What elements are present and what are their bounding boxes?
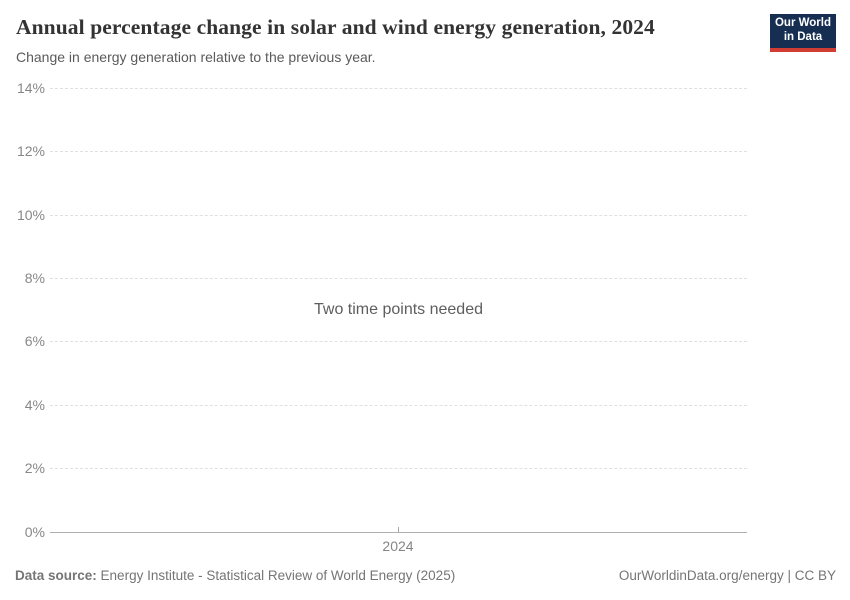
gridline (50, 278, 747, 279)
y-tick-label: 0% (24, 524, 45, 540)
chart-title: Annual percentage change in solar and wi… (16, 15, 655, 39)
owid-logo-line1: Our World (774, 17, 831, 30)
gridline (50, 405, 747, 406)
gridline (50, 151, 747, 152)
gridline (50, 341, 747, 342)
gridline (50, 215, 747, 216)
owid-logo-line2: in Data (783, 31, 823, 43)
chart-subtitle: Change in energy generation relative to … (16, 49, 376, 65)
y-tick-label: 8% (24, 270, 45, 286)
y-tick-label: 4% (24, 397, 45, 413)
empty-state-message: Two time points needed (314, 301, 483, 318)
x-tick-label: 2024 (382, 538, 414, 554)
y-tick-label: 6% (24, 333, 45, 349)
data-source-text: Energy Institute - Statistical Review of… (100, 568, 456, 583)
gridline (50, 88, 747, 89)
y-tick-label: 2% (24, 460, 45, 476)
gridline (50, 468, 747, 469)
data-source-note: Data source: Energy Institute - Statisti… (15, 568, 455, 583)
x-axis-line (50, 532, 747, 533)
y-tick-label: 14% (16, 80, 45, 96)
x-tick-mark (398, 527, 399, 532)
owid-logo: Our World in Data (770, 14, 836, 52)
data-source-label: Data source: (15, 568, 97, 583)
owid-credit-link[interactable]: OurWorldinData.org/energy | CC BY (618, 568, 836, 583)
y-tick-label: 12% (16, 143, 45, 159)
y-tick-label: 10% (16, 207, 45, 223)
